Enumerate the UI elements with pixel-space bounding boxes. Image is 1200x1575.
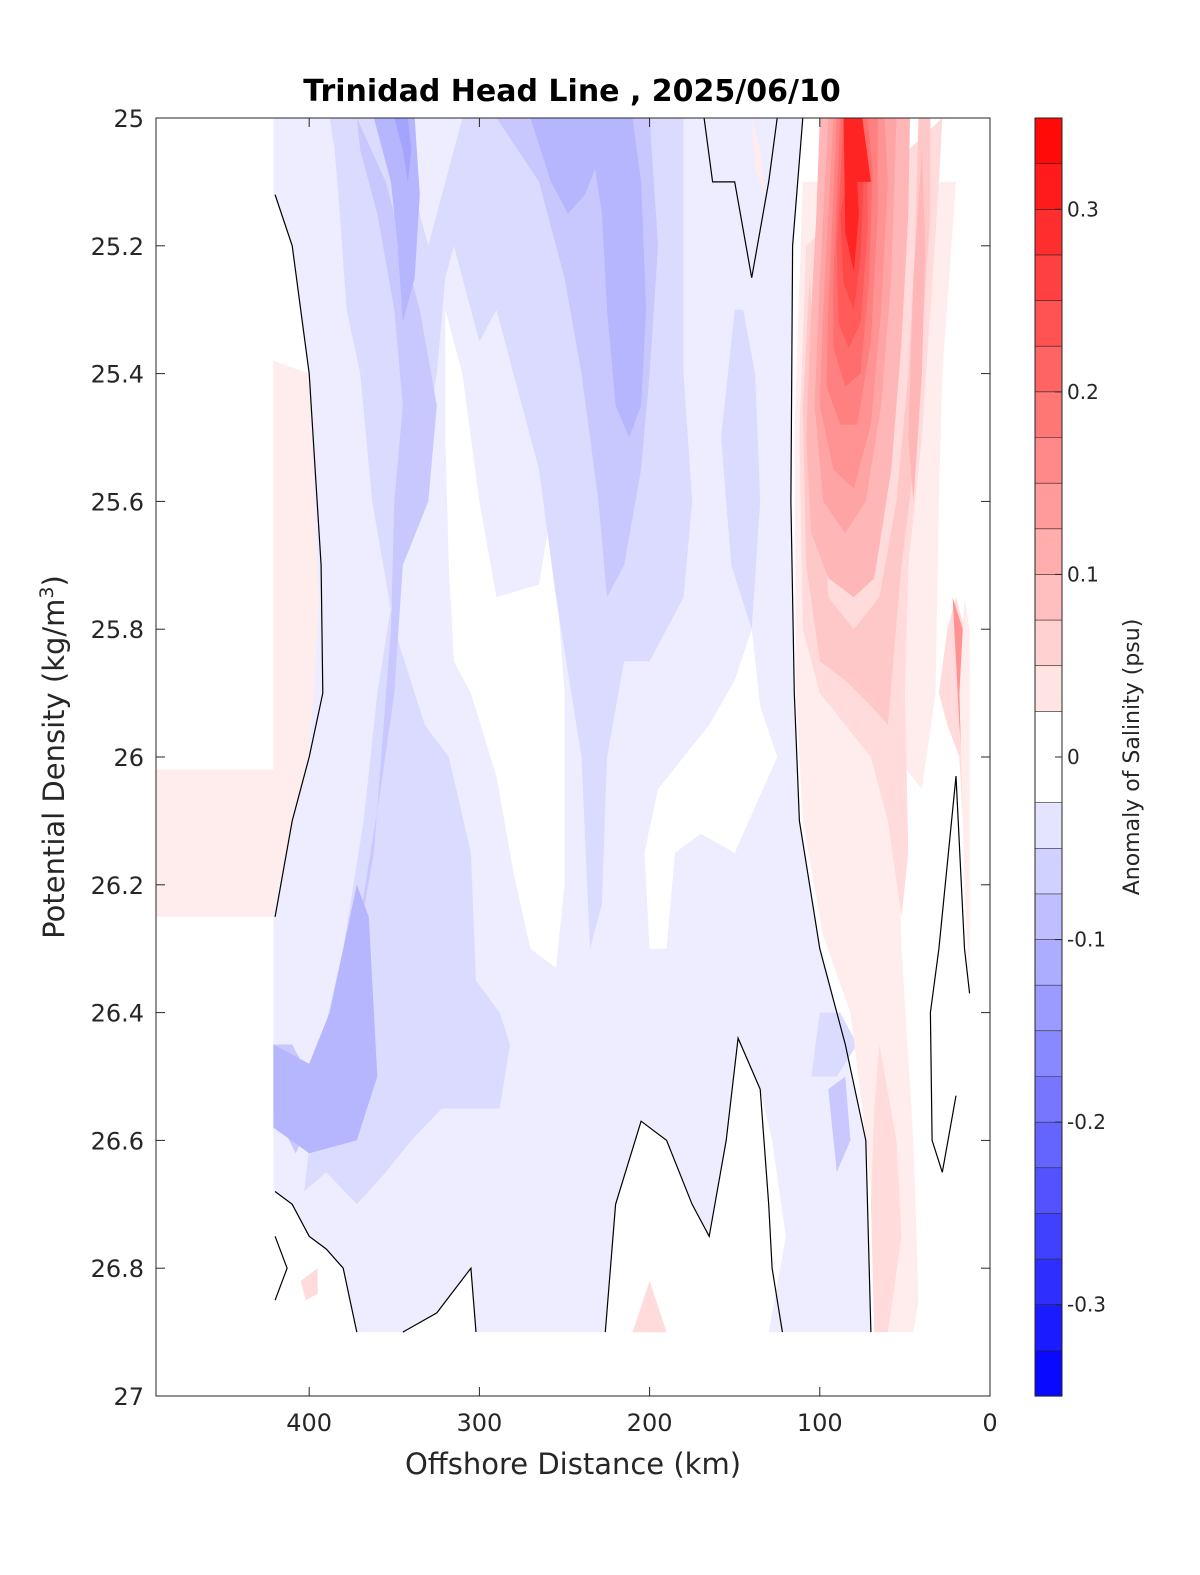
anomaly-patch-0 bbox=[156, 360, 322, 917]
anomaly-patch-4 bbox=[156, 1140, 274, 1333]
colorbar-swatch-1 bbox=[1035, 1304, 1062, 1351]
anomaly-patch-3 bbox=[644, 629, 778, 949]
colorbar-swatch-3 bbox=[1035, 1213, 1062, 1260]
colorbar-swatch-14 bbox=[1035, 665, 1062, 712]
colorbar-swatch-8 bbox=[1035, 985, 1062, 1032]
anomaly-patch-15 bbox=[751, 118, 766, 195]
plot-area bbox=[155, 117, 991, 1397]
anomaly-patch-12 bbox=[530, 118, 647, 438]
y-axis: 25 25.2 25.4 25.6 25.8 26 26.2 26.4 26.6 26.8 27 bbox=[91, 105, 990, 1411]
y-axis-label-superscript: 3 bbox=[36, 586, 58, 598]
anomaly-patch-22 bbox=[802, 118, 931, 725]
zero-contour-line-1 bbox=[790, 118, 872, 1333]
x-tick-label-200: 200 bbox=[627, 1409, 673, 1437]
colorbar-swatch-23 bbox=[1035, 254, 1062, 302]
colorbar-tick-label-0: 0 bbox=[1067, 745, 1080, 769]
colorbar-swatch-26 bbox=[1035, 118, 1062, 165]
zero-contour-line-4 bbox=[955, 776, 971, 994]
anomaly-patch-14 bbox=[394, 118, 412, 182]
anomaly-patch-18 bbox=[870, 1044, 902, 1333]
colorbar-swatch-2 bbox=[1035, 1259, 1062, 1306]
colorbar-ticks: 0.3 0.2 0.1 0 -0.1 -0.2 -0.3 bbox=[1055, 197, 1106, 1317]
y-tick-label-25: 25 bbox=[113, 105, 144, 133]
colorbar-swatches bbox=[1035, 118, 1062, 1397]
anomaly-fill-layer bbox=[156, 118, 970, 1333]
y-axis-label: Potential Density (kg/m3) bbox=[36, 575, 71, 939]
zero-contour-line-5 bbox=[274, 1191, 358, 1333]
y-tick-label-26.2: 26.2 bbox=[91, 872, 144, 900]
colorbar-swatch-10 bbox=[1035, 893, 1062, 941]
zero-contour-line-8 bbox=[604, 1035, 783, 1333]
colorbar-swatch-9 bbox=[1035, 939, 1062, 986]
colorbar-swatch-0 bbox=[1035, 1350, 1062, 1397]
colorbar-swatch-20 bbox=[1035, 391, 1062, 439]
anomaly-patch-6 bbox=[721, 309, 761, 630]
y-tick-label-25.8: 25.8 bbox=[91, 616, 144, 644]
anomaly-patch-31 bbox=[908, 150, 926, 502]
zero-contour-line-6 bbox=[274, 1236, 288, 1301]
y-tick-label-26.8: 26.8 bbox=[91, 1255, 144, 1283]
y-tick-label-26.6: 26.6 bbox=[91, 1127, 144, 1155]
colorbar: 0.3 0.2 0.1 0 -0.1 -0.2 -0.3 Anomaly of Salini… bbox=[1034, 117, 1145, 1397]
anomaly-patch-13 bbox=[273, 884, 378, 1154]
x-tick-label-100: 100 bbox=[797, 1409, 843, 1437]
colorbar-tick-label--0.1: -0.1 bbox=[1067, 928, 1106, 952]
colorbar-swatch-24 bbox=[1035, 209, 1062, 256]
colorbar-swatch-17 bbox=[1035, 528, 1062, 576]
y-tick-label-26.4: 26.4 bbox=[91, 1000, 144, 1028]
x-axis-label: Offshore Distance (km) bbox=[405, 1447, 741, 1481]
y-axis-label-close: ) bbox=[37, 575, 71, 586]
colorbar-tick-label--0.3: -0.3 bbox=[1067, 1293, 1106, 1317]
colorbar-tick-label--0.2: -0.2 bbox=[1067, 1110, 1106, 1134]
anomaly-patch-20 bbox=[632, 1281, 667, 1333]
zero-contour-line-7 bbox=[402, 1266, 477, 1333]
x-tick-label-400: 400 bbox=[286, 1409, 332, 1437]
anomaly-patch-7 bbox=[811, 1012, 858, 1077]
colorbar-tick-label-0.2: 0.2 bbox=[1067, 380, 1099, 404]
chart-title: Trinidad Head Line , 2025/06/10 bbox=[303, 74, 840, 109]
colorbar-swatch-6 bbox=[1035, 1076, 1062, 1123]
y-tick-label-25.6: 25.6 bbox=[91, 488, 144, 516]
colorbar-swatch-16 bbox=[1035, 574, 1062, 621]
colorbar-swatch-19 bbox=[1035, 437, 1062, 484]
x-tick-label-300: 300 bbox=[456, 1409, 502, 1437]
anomaly-patch-8 bbox=[273, 118, 437, 1154]
y-tick-label-25.4: 25.4 bbox=[91, 361, 144, 389]
anomaly-patch-33 bbox=[959, 597, 970, 981]
colorbar-swatch-22 bbox=[1035, 300, 1062, 347]
zero-contour-line-0 bbox=[274, 194, 324, 917]
anomaly-patch-30 bbox=[843, 118, 871, 272]
colorbar-swatch-21 bbox=[1035, 346, 1062, 393]
colorbar-tick-label-0.3: 0.3 bbox=[1067, 197, 1099, 221]
colorbar-swatch-18 bbox=[1035, 483, 1062, 530]
anomaly-patch-2 bbox=[445, 309, 565, 968]
colorbar-swatch-12 bbox=[1035, 802, 1062, 849]
colorbar-label: Anomaly of Salinity (psu) bbox=[1120, 619, 1145, 896]
y-tick-label-26: 26 bbox=[113, 744, 144, 772]
zero-contour-line-2 bbox=[703, 118, 778, 278]
colorbar-swatch-7 bbox=[1035, 1030, 1062, 1078]
colorbar-tick-label-0.1: 0.1 bbox=[1067, 562, 1099, 586]
colorbar-swatch-5 bbox=[1035, 1122, 1062, 1169]
colorbar-swatch-4 bbox=[1035, 1167, 1062, 1215]
colorbar-swatch-11 bbox=[1035, 848, 1062, 895]
colorbar-swatch-25 bbox=[1035, 163, 1062, 210]
anomaly-patch-19 bbox=[300, 1268, 318, 1301]
y-tick-label-27: 27 bbox=[113, 1383, 144, 1411]
anomaly-patch-10 bbox=[828, 1076, 851, 1173]
x-axis: 400 300 200 100 0 bbox=[286, 118, 998, 1437]
colorbar-swatch-15 bbox=[1035, 620, 1062, 667]
x-tick-label-0: 0 bbox=[982, 1409, 997, 1437]
zero-contour-layer bbox=[274, 118, 971, 1333]
zero-contour-line-3 bbox=[929, 776, 957, 1173]
y-tick-label-25.2: 25.2 bbox=[91, 233, 144, 261]
y-axis-label-text: Potential Density (kg/m bbox=[37, 599, 71, 939]
